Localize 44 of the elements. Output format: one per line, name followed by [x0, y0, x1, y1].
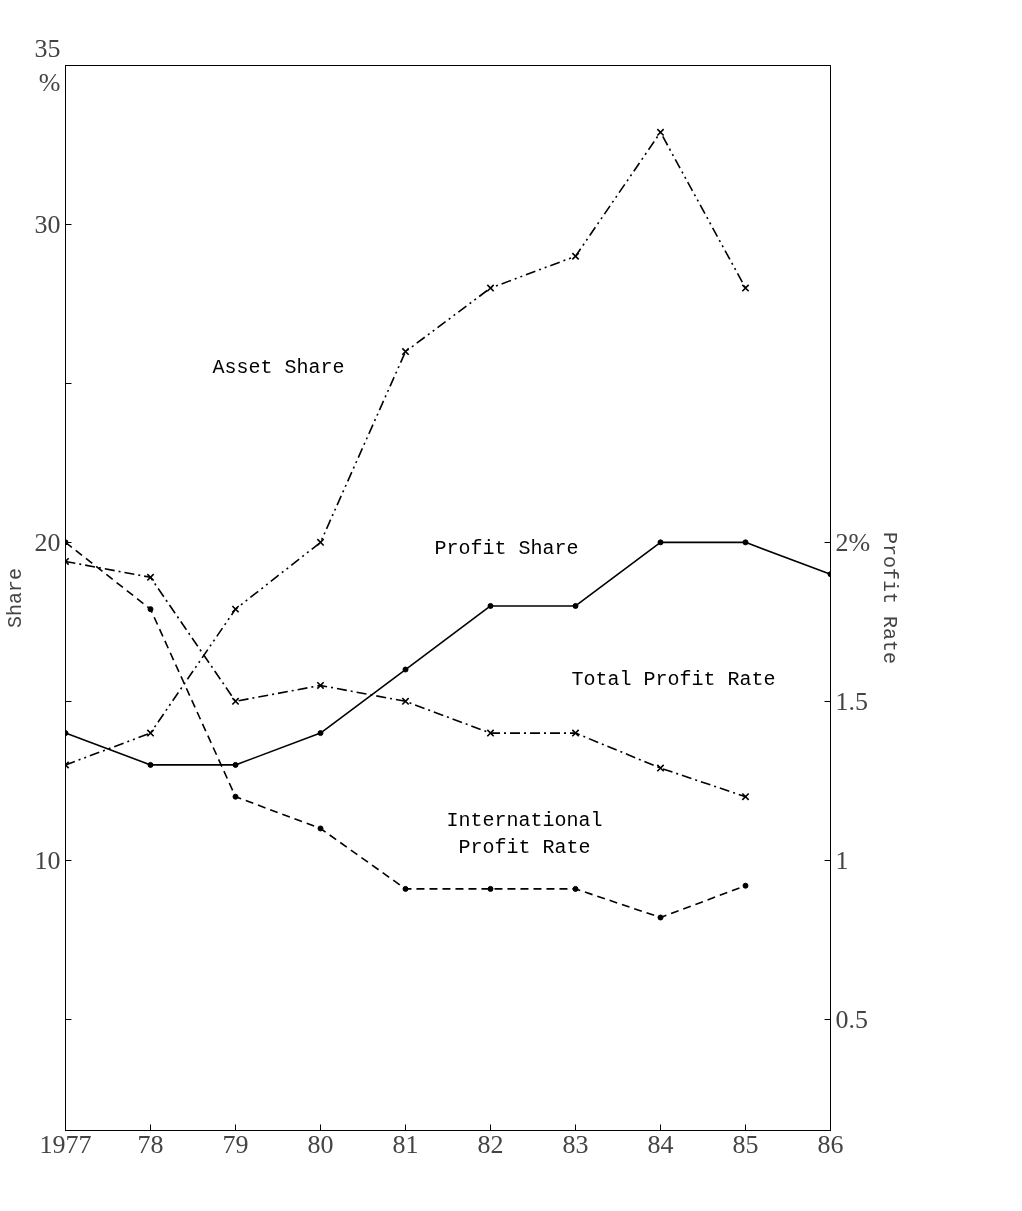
point	[572, 602, 579, 609]
x-tick-label: 81	[392, 1129, 419, 1159]
series-label: Profit Share	[434, 537, 579, 561]
y-axis-title: Share	[3, 567, 27, 628]
x-tick-label: 1977	[39, 1129, 92, 1159]
x-tick-label: 82	[477, 1129, 504, 1159]
x-tick-label: 84	[647, 1129, 674, 1159]
y2-tick-label: 2%	[835, 527, 871, 557]
x-tick-label: 80	[307, 1129, 334, 1159]
point	[486, 284, 495, 293]
point	[742, 882, 749, 889]
y-tick-label: 10	[34, 845, 61, 875]
point	[657, 539, 664, 546]
y-tick-label: 20	[34, 527, 61, 557]
y2-tick-label: 0.5	[835, 1004, 868, 1034]
point	[402, 885, 409, 892]
text: Asset Share	[212, 355, 345, 379]
point	[572, 885, 579, 892]
point	[147, 761, 154, 768]
point	[316, 681, 325, 690]
point	[232, 793, 239, 800]
x-tick-label: 86	[817, 1129, 844, 1159]
y-tick-label: 35 %	[34, 33, 61, 98]
y-tick-label: 30	[34, 209, 61, 239]
series-label: International Profit Rate	[446, 808, 603, 860]
point	[401, 347, 410, 356]
x-tick-label: 79	[222, 1129, 249, 1159]
point	[487, 885, 494, 892]
point	[742, 539, 749, 546]
point	[316, 538, 325, 547]
x-tick-label: 85	[732, 1129, 759, 1159]
x-tick-label: 78	[137, 1129, 164, 1159]
series-label: Total Profit Rate	[571, 667, 776, 691]
y2-tick-label: 1.5	[835, 686, 868, 716]
point	[317, 730, 324, 737]
point	[317, 825, 324, 832]
point	[232, 761, 239, 768]
point	[402, 666, 409, 673]
y2-axis-title: Profit Rate	[878, 531, 902, 665]
point	[487, 602, 494, 609]
y2-tick-label: 1	[835, 845, 849, 875]
point	[657, 914, 664, 921]
point	[147, 606, 154, 613]
x-tick-label: 83	[562, 1129, 589, 1159]
